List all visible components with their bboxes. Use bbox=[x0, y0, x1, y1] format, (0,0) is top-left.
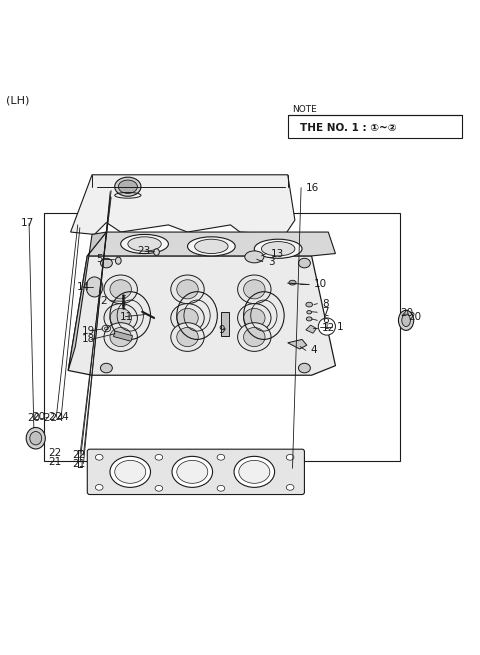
Ellipse shape bbox=[104, 304, 137, 332]
Polygon shape bbox=[87, 232, 336, 256]
Ellipse shape bbox=[238, 275, 271, 304]
Polygon shape bbox=[288, 339, 307, 349]
Ellipse shape bbox=[120, 234, 168, 253]
Circle shape bbox=[318, 318, 336, 335]
Text: 22: 22 bbox=[48, 449, 61, 458]
Text: 3: 3 bbox=[268, 257, 274, 267]
Text: 21: 21 bbox=[48, 457, 61, 467]
Text: 19: 19 bbox=[82, 326, 95, 336]
Text: 9: 9 bbox=[218, 325, 225, 335]
Ellipse shape bbox=[110, 457, 151, 487]
Ellipse shape bbox=[306, 317, 312, 321]
Ellipse shape bbox=[299, 364, 311, 373]
Ellipse shape bbox=[154, 249, 159, 255]
Text: 4: 4 bbox=[311, 345, 317, 356]
Text: 23: 23 bbox=[137, 246, 151, 256]
Ellipse shape bbox=[115, 177, 141, 196]
Ellipse shape bbox=[177, 460, 208, 483]
Polygon shape bbox=[306, 325, 316, 333]
Text: 20: 20 bbox=[408, 312, 421, 322]
Ellipse shape bbox=[118, 180, 137, 193]
Text: 17: 17 bbox=[21, 219, 34, 229]
Text: 11: 11 bbox=[120, 312, 133, 322]
Ellipse shape bbox=[398, 310, 414, 330]
Ellipse shape bbox=[299, 258, 311, 268]
Ellipse shape bbox=[100, 364, 112, 373]
Ellipse shape bbox=[239, 460, 270, 483]
Text: THE NO. 1 : ①~②: THE NO. 1 : ①~② bbox=[300, 122, 396, 132]
Ellipse shape bbox=[254, 239, 302, 258]
Ellipse shape bbox=[171, 275, 204, 304]
Text: 16: 16 bbox=[306, 183, 319, 193]
Ellipse shape bbox=[177, 328, 198, 346]
Ellipse shape bbox=[86, 277, 103, 297]
Text: 8: 8 bbox=[322, 299, 329, 309]
FancyBboxPatch shape bbox=[288, 115, 462, 138]
Ellipse shape bbox=[243, 309, 265, 328]
Polygon shape bbox=[71, 175, 295, 234]
Text: 10: 10 bbox=[314, 278, 327, 289]
Text: 1: 1 bbox=[336, 322, 343, 331]
Ellipse shape bbox=[234, 457, 275, 487]
Ellipse shape bbox=[262, 242, 295, 256]
Ellipse shape bbox=[243, 280, 265, 299]
Ellipse shape bbox=[402, 314, 410, 327]
Ellipse shape bbox=[110, 280, 132, 299]
Polygon shape bbox=[68, 256, 336, 375]
Text: NOTE: NOTE bbox=[292, 105, 317, 114]
Text: 2: 2 bbox=[100, 296, 107, 306]
Ellipse shape bbox=[115, 460, 146, 483]
Ellipse shape bbox=[96, 455, 103, 460]
Ellipse shape bbox=[195, 239, 228, 253]
Text: 6: 6 bbox=[322, 315, 329, 326]
Text: 14: 14 bbox=[76, 282, 90, 292]
Text: 20-224: 20-224 bbox=[33, 412, 69, 422]
Bar bbox=[114, 331, 132, 341]
Ellipse shape bbox=[177, 280, 198, 299]
Ellipse shape bbox=[96, 485, 103, 490]
Ellipse shape bbox=[286, 485, 294, 490]
Text: 18: 18 bbox=[82, 335, 95, 345]
Ellipse shape bbox=[217, 455, 225, 460]
Ellipse shape bbox=[177, 309, 198, 328]
Ellipse shape bbox=[30, 432, 42, 445]
Text: 5: 5 bbox=[96, 254, 103, 264]
Ellipse shape bbox=[243, 328, 265, 346]
Ellipse shape bbox=[172, 457, 213, 487]
Ellipse shape bbox=[128, 237, 161, 251]
Text: 12: 12 bbox=[322, 324, 336, 333]
Ellipse shape bbox=[238, 323, 271, 351]
Ellipse shape bbox=[306, 302, 312, 307]
Text: 20: 20 bbox=[400, 309, 413, 318]
Ellipse shape bbox=[155, 485, 163, 491]
Bar bbox=[221, 312, 228, 335]
Text: 1: 1 bbox=[324, 322, 330, 331]
Ellipse shape bbox=[155, 455, 163, 460]
Ellipse shape bbox=[100, 258, 112, 268]
Ellipse shape bbox=[110, 328, 132, 346]
Ellipse shape bbox=[104, 275, 137, 304]
Ellipse shape bbox=[171, 304, 204, 332]
Ellipse shape bbox=[307, 310, 312, 314]
Bar bbox=[44, 213, 400, 461]
Ellipse shape bbox=[289, 280, 296, 285]
Ellipse shape bbox=[110, 309, 132, 328]
Polygon shape bbox=[68, 232, 107, 371]
Ellipse shape bbox=[171, 323, 204, 351]
Ellipse shape bbox=[217, 485, 225, 491]
Ellipse shape bbox=[104, 323, 137, 351]
Text: 13: 13 bbox=[271, 248, 284, 259]
Text: (LH): (LH) bbox=[6, 96, 30, 106]
Ellipse shape bbox=[238, 304, 271, 332]
Ellipse shape bbox=[245, 251, 264, 263]
Ellipse shape bbox=[26, 428, 45, 449]
Ellipse shape bbox=[188, 237, 235, 256]
Text: 20-224: 20-224 bbox=[28, 413, 64, 423]
Text: 7: 7 bbox=[322, 307, 329, 317]
Ellipse shape bbox=[286, 455, 294, 460]
Text: 21: 21 bbox=[72, 458, 85, 468]
Text: 22: 22 bbox=[72, 450, 85, 460]
Ellipse shape bbox=[116, 257, 121, 264]
FancyBboxPatch shape bbox=[87, 449, 304, 495]
